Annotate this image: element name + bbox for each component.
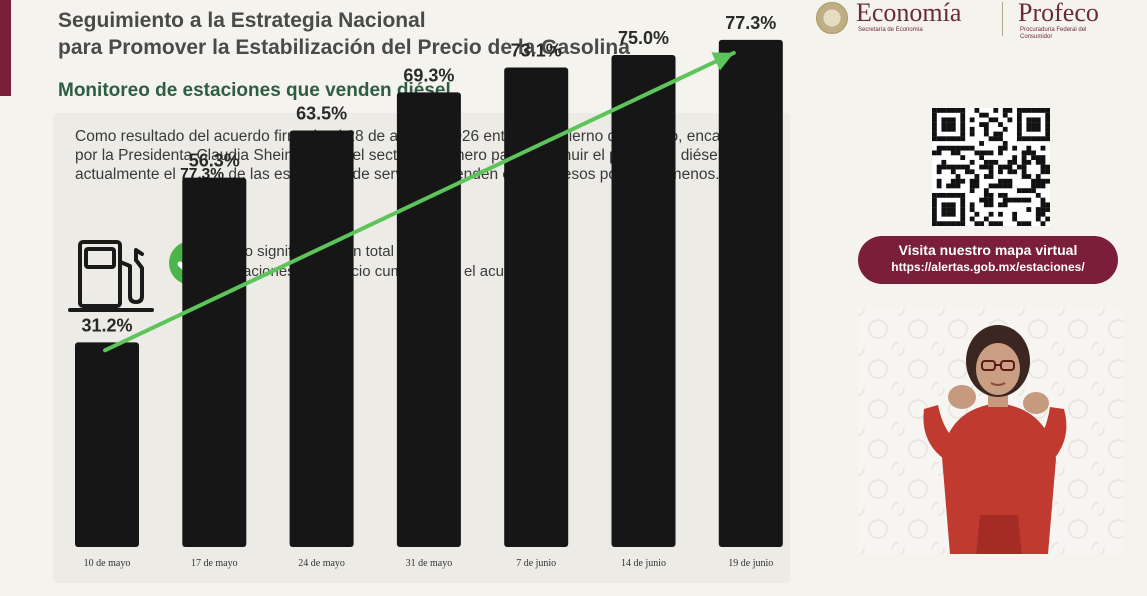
logo-economia: Economía: [856, 0, 962, 27]
map-link-title: Visita nuestro mapa virtual: [898, 242, 1078, 258]
callout-station-count: 7,967: [418, 243, 457, 260]
intro-highlight-percent: 77.3%: [180, 166, 225, 183]
callout-text-2: estaciones de servicio cumplen con el ac…: [223, 263, 539, 280]
page-title-line-2: para Promover la Estabilización del Prec…: [58, 36, 630, 59]
logo-profeco: Profeco: [1018, 0, 1099, 27]
logo-divider: [1002, 2, 1003, 36]
logo-profeco-subtitle: Procuraduría Federal del Consumidor: [1020, 27, 1087, 40]
intro-paragraph: Como resultado del acuerdo firmado el 28…: [75, 127, 795, 184]
interpreter-figure: [858, 309, 1124, 554]
fuel-pump-icon: [68, 240, 154, 312]
intro-text-2: de las estaciones de servicio lo venden …: [224, 166, 720, 183]
brand-accent-bar: [0, 0, 11, 96]
mexico-seal-icon: [816, 2, 848, 34]
callout-text-1: Esto significa que un total de: [223, 243, 419, 260]
map-link-url[interactable]: https://alertas.gob.mx/estaciones/: [891, 260, 1085, 274]
section-subtitle: Monitoreo de estaciones que venden diése…: [58, 80, 451, 101]
map-link-button[interactable]: Visita nuestro mapa virtual https://aler…: [858, 236, 1118, 284]
institution-logos: Economía Secretaría de Economía Profeco …: [812, 0, 1142, 44]
check-circle-icon: [169, 241, 213, 285]
page-title: Seguimiento a la Estrategia Nacional par…: [58, 7, 758, 61]
compliance-callout: Esto significa que un total de 7,967 esta…: [223, 242, 643, 282]
sign-language-interpreter-video: [858, 309, 1124, 554]
qr-code[interactable]: [932, 108, 1050, 226]
page-title-line-1: Seguimiento a la Estrategia Nacional: [58, 9, 426, 32]
logo-economia-subtitle: Secretaría de Economía: [858, 27, 923, 33]
